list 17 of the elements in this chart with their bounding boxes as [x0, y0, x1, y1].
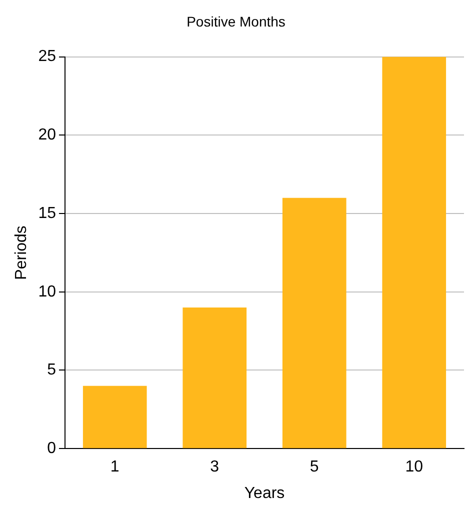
x-tick-label: 5	[310, 458, 319, 476]
chart-title: Positive Months	[186, 13, 286, 30]
y-tick-label: 25	[38, 48, 56, 66]
bar	[182, 308, 247, 448]
y-tick-label: 5	[47, 362, 56, 379]
x-tick-label: 1	[110, 458, 120, 476]
bar	[82, 386, 147, 448]
y-tick-label: 20	[38, 126, 56, 144]
bar	[282, 198, 346, 448]
x-tick-label: 10	[405, 458, 424, 476]
x-axis-title: Years	[244, 484, 285, 502]
x-tick-label: 3	[210, 458, 220, 476]
bar	[382, 56, 446, 448]
y-tick-label: 0	[47, 440, 56, 458]
y-tick-label: 10	[38, 283, 56, 300]
y-axis-title: Periods	[13, 226, 30, 280]
y-tick-label: 15	[38, 204, 56, 222]
